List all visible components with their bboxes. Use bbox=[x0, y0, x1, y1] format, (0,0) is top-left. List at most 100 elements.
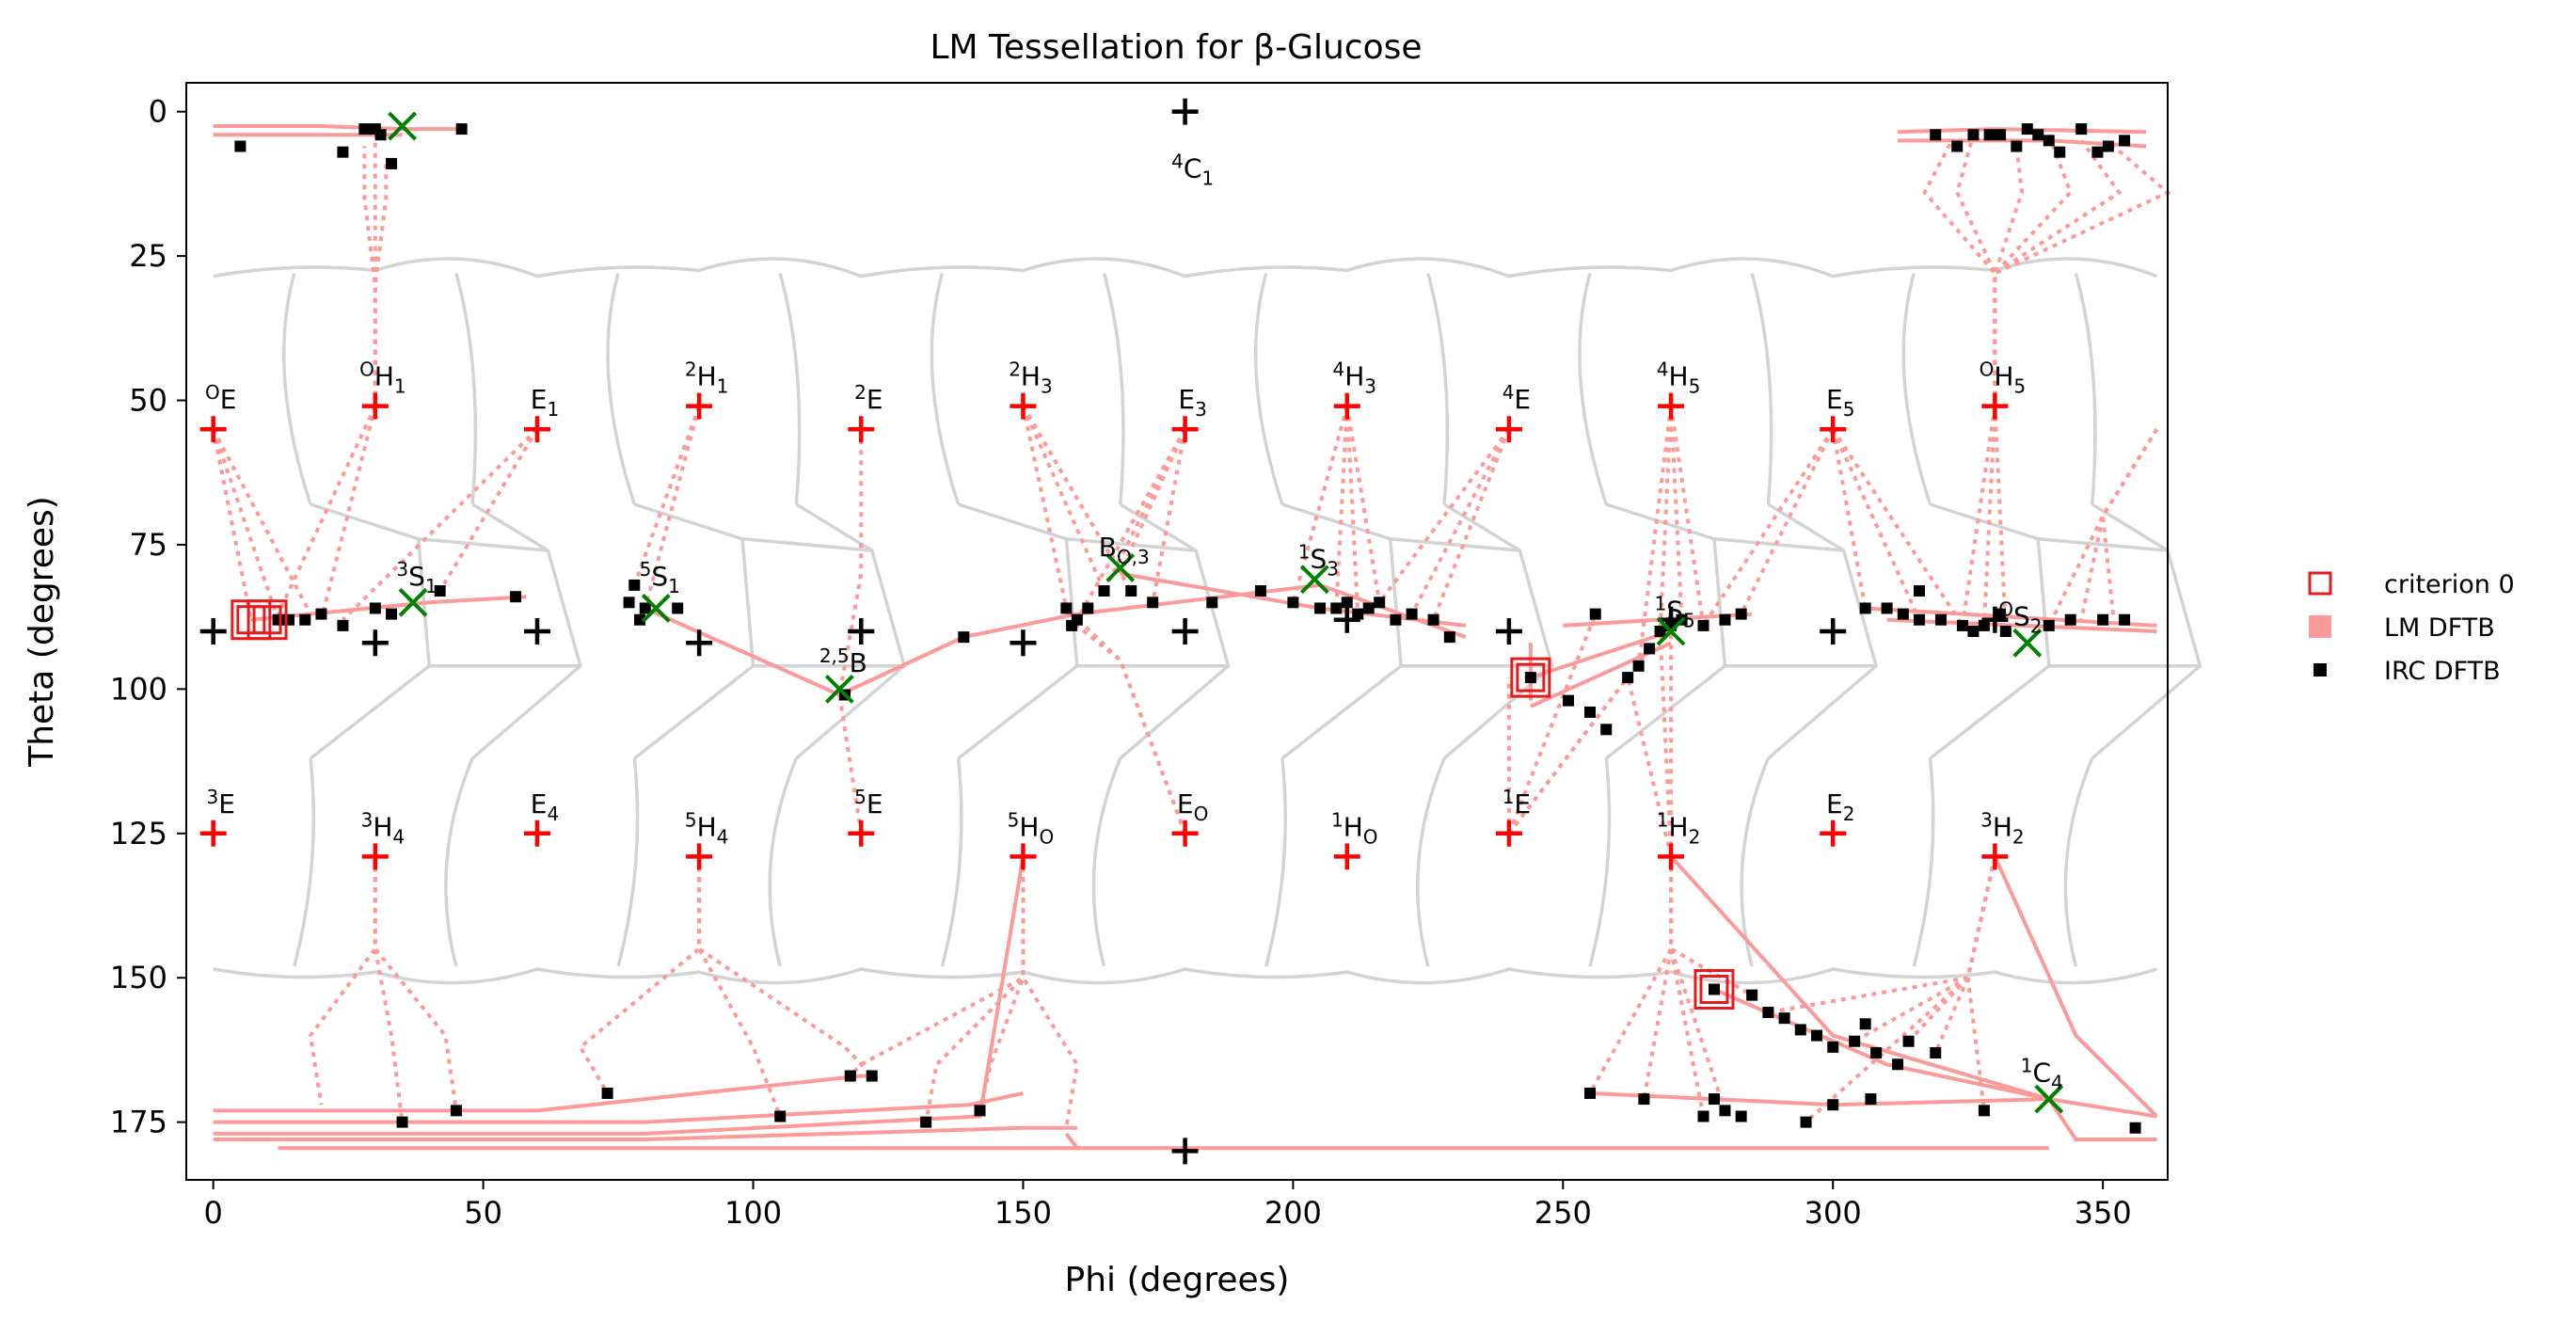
lm-path bbox=[211, 428, 253, 621]
boat-skew-label: 3S1 bbox=[396, 558, 437, 597]
conformer-label: 5E bbox=[854, 786, 883, 820]
tessellation-lower-boundary bbox=[213, 967, 2158, 985]
tessellation-divider bbox=[1102, 273, 1125, 505]
boat-skew-label-main: C bbox=[2032, 1058, 2051, 1089]
irc-dftb-point bbox=[1719, 613, 1731, 626]
conformer-center-plus bbox=[199, 820, 227, 847]
conformer-label: OH1 bbox=[359, 358, 406, 398]
boat-skew-label-sub: 3 bbox=[1327, 557, 1339, 580]
tessellation-divider bbox=[940, 757, 963, 967]
conformer-center-plus bbox=[848, 416, 875, 443]
tessellation-divider bbox=[606, 273, 636, 505]
lm-path bbox=[1377, 428, 1511, 604]
tessellation-lines bbox=[213, 257, 2202, 985]
conformer-label: 1HO bbox=[1331, 808, 1378, 848]
irc-dftb-point bbox=[1934, 613, 1947, 626]
irc-dftb-point bbox=[1098, 585, 1110, 597]
irc-dftb-point bbox=[1978, 619, 1990, 631]
x-tick-label: 100 bbox=[724, 1195, 782, 1231]
irc-dftb-point bbox=[2119, 613, 2131, 626]
lm-path bbox=[838, 612, 1078, 697]
lm-path bbox=[1642, 856, 1674, 1100]
irc-dftb-point bbox=[1967, 626, 1980, 637]
conformer-label: 2E bbox=[854, 381, 883, 415]
legend-marker bbox=[2314, 663, 2327, 676]
y-axis-label: Theta (degrees) bbox=[23, 496, 61, 768]
irc-dftb-point bbox=[2011, 140, 2023, 152]
irc-dftb-point bbox=[1719, 1105, 1731, 1117]
irc-dftb-point bbox=[337, 146, 349, 158]
lm-path bbox=[578, 856, 702, 1094]
conformer-label-main: H bbox=[373, 811, 392, 842]
x-tick-label: 0 bbox=[204, 1195, 223, 1231]
conformer-center-plus bbox=[1333, 606, 1360, 633]
conformer-label: E4 bbox=[531, 788, 559, 825]
irc-dftb-point bbox=[1374, 597, 1386, 609]
criterion-0-marker bbox=[1699, 974, 1729, 1004]
conformer-label: 2H1 bbox=[685, 358, 729, 398]
boat-skew-label-sup: 5 bbox=[640, 558, 652, 581]
conformer-label-main: H bbox=[1994, 361, 2013, 392]
conformer-label-sub: 5 bbox=[2013, 375, 2026, 398]
boat-skew-label: 1C4 bbox=[2021, 1055, 2063, 1094]
lm-path bbox=[342, 427, 539, 622]
boat-skew-label-main: S bbox=[1310, 543, 1327, 574]
lm-path bbox=[1507, 613, 1598, 835]
irc-dftb-point bbox=[386, 157, 398, 169]
tessellation-divider bbox=[957, 502, 1079, 760]
irc-dftb-point bbox=[1849, 1035, 1861, 1047]
irc-dftb-point bbox=[1583, 1087, 1596, 1099]
lm-path bbox=[1933, 855, 1997, 1054]
conformer-label-main: H bbox=[1021, 361, 1041, 392]
conformer-center-plus bbox=[1658, 843, 1685, 870]
conformer-center-plus bbox=[686, 629, 713, 657]
lm-path bbox=[1334, 406, 1349, 609]
irc-dftb-point bbox=[1859, 602, 1871, 614]
irc-dftb-point bbox=[1427, 613, 1439, 626]
tessellation-divider bbox=[1416, 757, 1446, 967]
y-tick-label: 175 bbox=[110, 1105, 167, 1140]
tessellation-divider bbox=[470, 502, 582, 760]
irc-dftb-point bbox=[1956, 619, 1968, 631]
x-axis: 0 50 100 150 200 250 300 350 bbox=[204, 1180, 2132, 1231]
lm-path bbox=[849, 856, 1026, 1077]
criterion-0-marker bbox=[1516, 662, 1546, 692]
conformer-label-sub: 3 bbox=[1364, 375, 1376, 398]
conformer-label-sup: O bbox=[359, 358, 374, 381]
conformer-label-main: H bbox=[1993, 811, 2012, 842]
boat-skew-label-sup: 1 bbox=[1654, 593, 1666, 615]
y-tick-label: 125 bbox=[110, 816, 167, 851]
conformer-label-main: H bbox=[1019, 811, 1039, 842]
conformer-center-plus bbox=[1010, 392, 1037, 420]
lm-path bbox=[1831, 428, 1921, 621]
conformer-label: E3 bbox=[1178, 384, 1206, 421]
transition-x-marker bbox=[1299, 565, 1329, 595]
x-tick-label: 150 bbox=[994, 1195, 1052, 1231]
boat-skew-label-sub: 2 bbox=[2030, 615, 2043, 638]
conformer-label-sup: 3 bbox=[1980, 808, 1993, 831]
tessellation-divider bbox=[309, 502, 432, 760]
transition-x-marker bbox=[1656, 616, 1686, 646]
irc-dftb-point bbox=[1897, 608, 1909, 620]
irc-dftb-point bbox=[1995, 129, 2007, 141]
irc-dftb-point bbox=[920, 1116, 932, 1128]
conformer-label-sub: 2 bbox=[2012, 825, 2025, 848]
boat-skew-label: OS2 bbox=[1998, 598, 2042, 638]
conformer-label-main: C bbox=[1184, 153, 1202, 184]
conformer-label: 1H2 bbox=[1657, 808, 1701, 848]
transition-x-marker bbox=[641, 594, 671, 623]
irc-dftb-point bbox=[315, 608, 327, 620]
irc-dftb-point bbox=[1632, 660, 1645, 672]
conformer-center-plus bbox=[1171, 416, 1199, 443]
conformer-center-plus bbox=[1333, 392, 1360, 420]
irc-dftb-point bbox=[1600, 724, 1613, 736]
irc-dftb-point bbox=[1644, 643, 1656, 655]
irc-dftb-point bbox=[634, 613, 646, 626]
x-tick-label: 350 bbox=[2075, 1195, 2132, 1231]
conformer-center-plus bbox=[1981, 392, 2009, 420]
irc-dftb-point bbox=[1967, 129, 1980, 141]
conformer-center-plus bbox=[1495, 618, 1522, 645]
irc-dftb-point bbox=[1147, 597, 1159, 609]
